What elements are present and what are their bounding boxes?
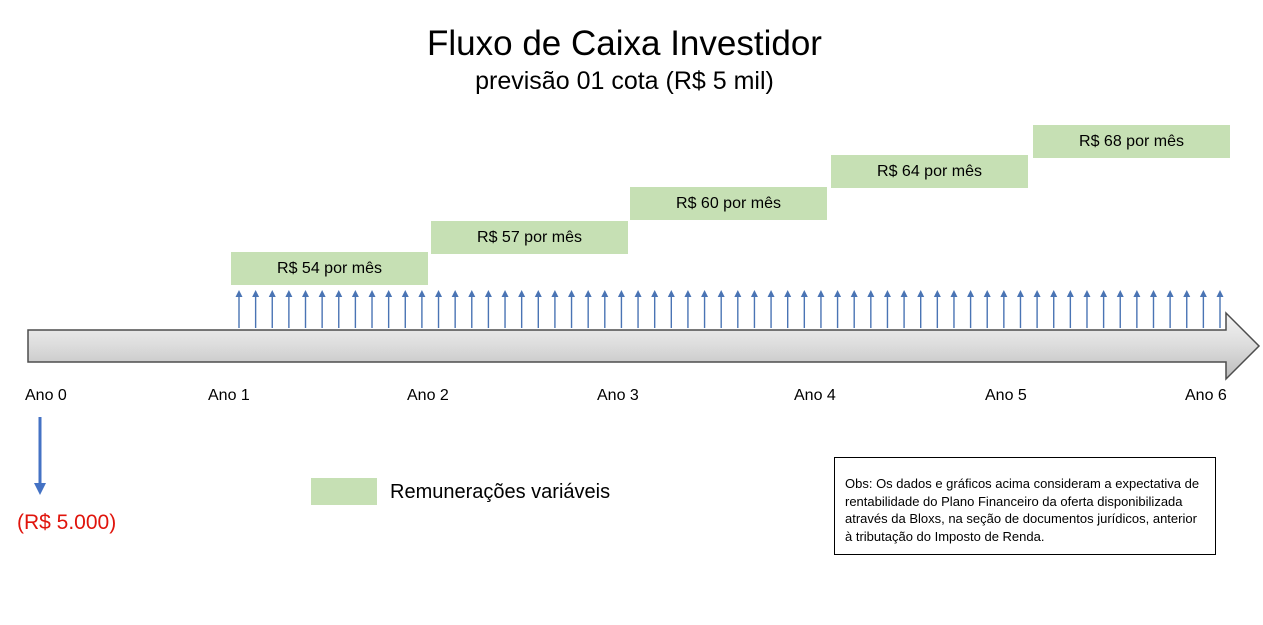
monthly-payment-arrow xyxy=(1066,290,1074,328)
payment-box-year-4: R$ 64 por mês xyxy=(831,155,1028,188)
monthly-payment-arrow xyxy=(351,290,359,328)
investment-arrow xyxy=(34,417,46,495)
monthly-payment-arrow xyxy=(684,290,692,328)
monthly-payment-arrow xyxy=(1016,290,1024,328)
monthly-payment-arrow xyxy=(784,290,792,328)
monthly-payment-arrow xyxy=(767,290,775,328)
monthly-payment-arrow xyxy=(534,290,542,328)
monthly-payment-arrow xyxy=(1166,290,1174,328)
monthly-payment-arrow xyxy=(252,290,260,328)
monthly-payment-arrow xyxy=(734,290,742,328)
monthly-payment-arrow xyxy=(817,290,825,328)
monthly-payment-arrow xyxy=(285,290,293,328)
year-label-5: Ano 5 xyxy=(985,387,1027,404)
monthly-payment-arrow xyxy=(518,290,526,328)
monthly-payment-arrow xyxy=(268,290,276,328)
legend-label: Remunerações variáveis xyxy=(390,481,611,503)
monthly-payment-arrow xyxy=(551,290,559,328)
monthly-payment-arrow xyxy=(750,290,758,328)
monthly-payment-arrow xyxy=(800,290,808,328)
monthly-payment-arrow xyxy=(1199,290,1207,328)
year-label-2: Ano 2 xyxy=(407,387,449,404)
disclaimer-note: Obs: Os dados e gráficos acima considera… xyxy=(834,457,1216,555)
monthly-payment-arrow xyxy=(1000,290,1008,328)
monthly-payment-arrow xyxy=(318,290,326,328)
year-label-3: Ano 3 xyxy=(597,387,639,404)
monthly-payment-arrow xyxy=(302,290,310,328)
monthly-payment-arrow xyxy=(701,290,709,328)
monthly-payment-arrow xyxy=(1050,290,1058,328)
monthly-payment-arrow xyxy=(917,290,925,328)
monthly-payment-arrow xyxy=(368,290,376,328)
monthly-payment-arrow xyxy=(933,290,941,328)
monthly-payment-arrow xyxy=(883,290,891,328)
monthly-payment-arrows xyxy=(235,290,1224,328)
payment-box-year-3: R$ 60 por mês xyxy=(630,187,827,220)
monthly-payment-arrow xyxy=(1216,290,1224,328)
payment-box-year-2: R$ 57 por mês xyxy=(431,221,628,254)
monthly-payment-arrow xyxy=(501,290,509,328)
monthly-payment-arrow xyxy=(634,290,642,328)
monthly-payment-arrow xyxy=(1133,290,1141,328)
year-label-0: Ano 0 xyxy=(25,387,67,404)
monthly-payment-arrow xyxy=(1083,290,1091,328)
monthly-payment-arrow xyxy=(451,290,459,328)
monthly-payment-arrow xyxy=(967,290,975,328)
payment-box-year-1: R$ 54 por mês xyxy=(231,252,428,285)
monthly-payment-arrow xyxy=(950,290,958,328)
monthly-payment-arrow xyxy=(983,290,991,328)
year-label-1: Ano 1 xyxy=(208,387,250,404)
monthly-payment-arrow xyxy=(651,290,659,328)
investment-value: (R$ 5.000) xyxy=(17,511,117,534)
monthly-payment-arrow xyxy=(834,290,842,328)
year-label-6: Ano 6 xyxy=(1185,387,1227,404)
monthly-payment-arrow xyxy=(468,290,476,328)
monthly-payment-arrow xyxy=(601,290,609,328)
timeline-arrow xyxy=(27,311,1261,381)
monthly-payment-arrow xyxy=(1116,290,1124,328)
monthly-payment-arrow xyxy=(584,290,592,328)
diagram-subtitle: previsão 01 cota (R$ 5 mil) xyxy=(475,67,774,95)
diagram-title: Fluxo de Caixa Investidor xyxy=(427,24,822,63)
monthly-payment-arrow xyxy=(617,290,625,328)
monthly-payment-arrow xyxy=(435,290,443,328)
monthly-payment-arrow xyxy=(667,290,675,328)
monthly-payment-arrow xyxy=(850,290,858,328)
monthly-payment-arrow xyxy=(867,290,875,328)
monthly-payment-arrow xyxy=(568,290,576,328)
monthly-payment-arrow xyxy=(235,290,243,328)
legend-swatch xyxy=(311,478,377,505)
monthly-payment-arrow xyxy=(1149,290,1157,328)
monthly-payment-arrow xyxy=(1033,290,1041,328)
payment-box-year-5: R$ 68 por mês xyxy=(1033,125,1230,158)
monthly-payment-arrow xyxy=(717,290,725,328)
monthly-payment-arrow xyxy=(335,290,343,328)
monthly-payment-arrow xyxy=(900,290,908,328)
monthly-payment-arrow xyxy=(401,290,409,328)
monthly-payment-arrow xyxy=(418,290,426,328)
monthly-payment-arrow xyxy=(385,290,393,328)
year-label-4: Ano 4 xyxy=(794,387,836,404)
monthly-payment-arrow xyxy=(1183,290,1191,328)
monthly-payment-arrow xyxy=(484,290,492,328)
monthly-payment-arrow xyxy=(1100,290,1108,328)
